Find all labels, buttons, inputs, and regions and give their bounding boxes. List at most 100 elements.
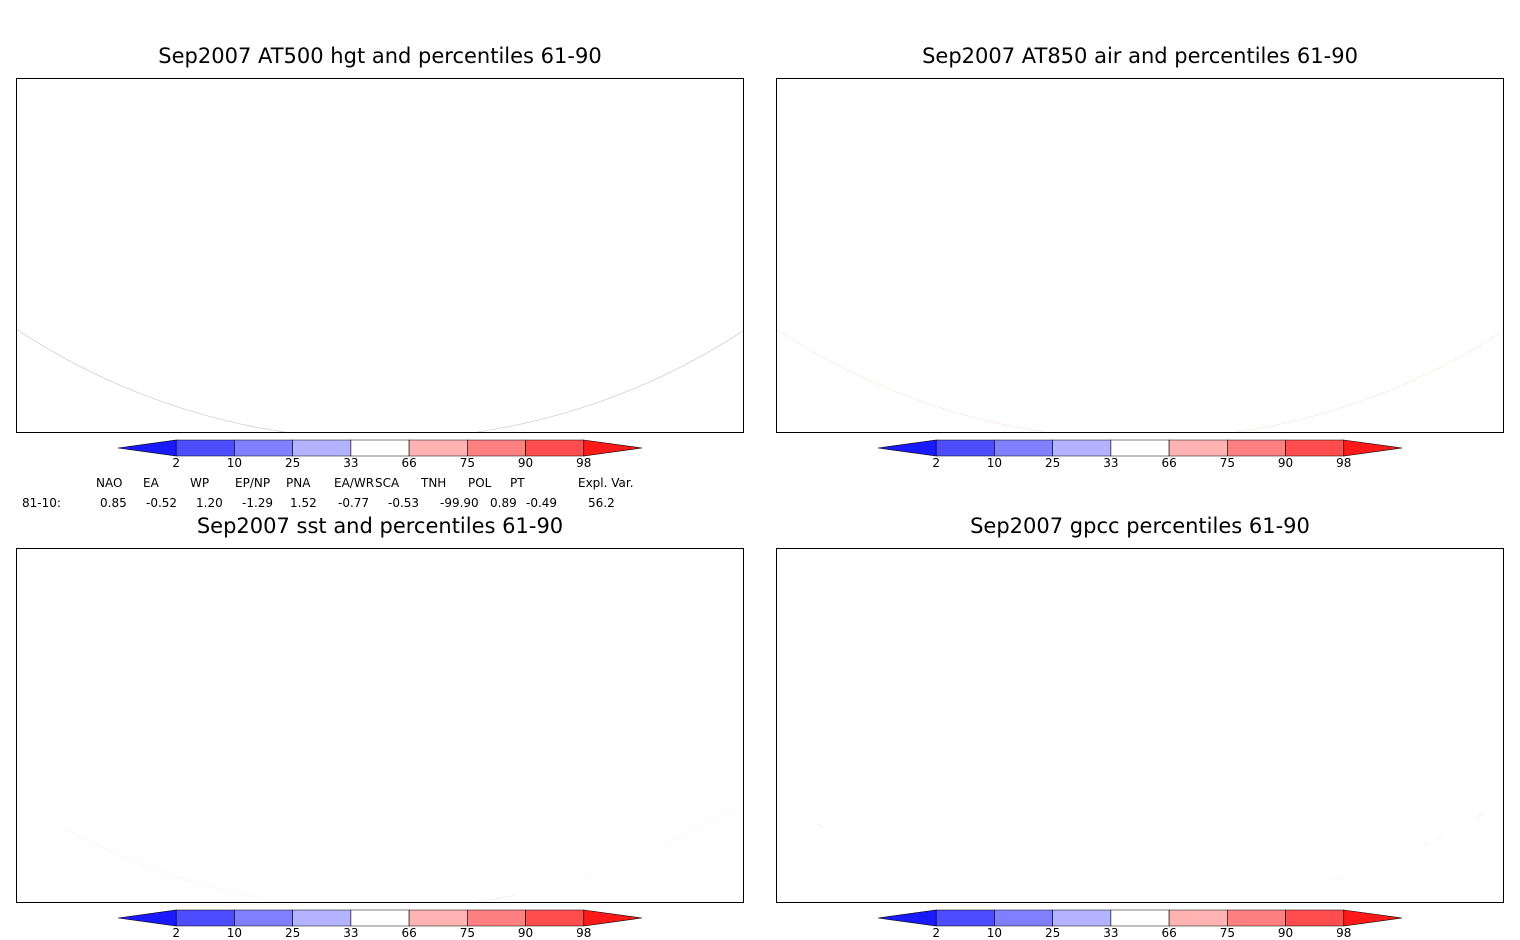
index-value: -0.77 — [338, 496, 370, 510]
colorbar-label: 98 — [1336, 456, 1352, 470]
colorbar-label: 33 — [343, 926, 359, 940]
colorbar-segment — [1110, 909, 1170, 927]
anomaly-region — [1406, 881, 1425, 897]
colorbar-segment — [234, 909, 293, 927]
colorbar-gpcc: 2 10 25 33 66 75 90 98 — [870, 908, 1410, 940]
colorbar-segment — [350, 439, 410, 457]
index-header: PT — [510, 476, 525, 490]
index-value: -99.90 — [440, 496, 479, 510]
colorbar-segment — [525, 439, 585, 457]
index-header: POL — [468, 476, 492, 490]
panel-title-hgt: Sep2007 AT500 hgt and percentiles 61-90 — [158, 44, 602, 68]
index-value: 56.2 — [588, 496, 615, 510]
map-air: -10-12-8-2024681012141618181818181818202… — [776, 78, 1504, 433]
colorbar-segment — [1227, 439, 1286, 457]
colorbar-segment — [1052, 909, 1112, 927]
colorbar-svg — [117, 909, 643, 927]
colorbar-segment — [1052, 439, 1112, 457]
colorbar-segment — [994, 909, 1053, 927]
colorbar-segment — [234, 439, 293, 457]
colorbar-label: 33 — [343, 456, 359, 470]
colorbar-segment — [408, 909, 468, 927]
index-value: -1.29 — [242, 496, 274, 510]
colorbar-label: 2 — [932, 926, 941, 940]
map-gpcc-svg — [777, 549, 1503, 902]
colorbar-label: 2 — [172, 456, 181, 470]
colorbar-segment — [935, 439, 995, 457]
map-sst-svg: 2428242828288121620044818202424241485 — [17, 549, 743, 902]
index-header: WP — [190, 476, 210, 490]
colorbar-segment — [583, 909, 643, 927]
map-gpcc — [776, 548, 1504, 903]
colorbar-segment — [1343, 909, 1403, 927]
colorbar-label: 25 — [285, 926, 301, 940]
colorbar-segment — [467, 909, 526, 927]
colorbar-label: 33 — [1103, 456, 1119, 470]
map-hgt-svg: 53605440552056005680576058405920 — [17, 79, 743, 432]
index-value: -0.52 — [146, 496, 178, 510]
index-header: PNA — [286, 476, 311, 490]
index-value: -0.53 — [388, 496, 420, 510]
panel-title-gpcc: Sep2007 gpcc percentiles 61-90 — [970, 514, 1310, 538]
map-hgt: 53605440552056005680576058405920 — [16, 78, 744, 433]
colorbar-label: 98 — [576, 456, 592, 470]
colorbar-air: 2 10 25 33 66 75 90 98 — [870, 438, 1410, 478]
map-sst: 2428242828288121620044818202424241485 — [16, 548, 744, 903]
colorbar-label: 66 — [1161, 456, 1177, 470]
coastline — [1338, 410, 1379, 425]
colorbar-label: 10 — [986, 926, 1003, 940]
colorbar-segment — [1168, 909, 1228, 927]
colorbar-segment — [175, 439, 235, 457]
index-header: EA — [143, 476, 159, 490]
panel-title-air: Sep2007 AT850 air and percentiles 61-90 — [922, 44, 1358, 68]
colorbar-segment — [877, 439, 937, 457]
colorbar-label: 66 — [401, 456, 417, 470]
colorbar-segment — [292, 909, 352, 927]
index-value: -0.49 — [526, 496, 558, 510]
colorbar-label: 98 — [576, 926, 592, 940]
colorbar-segment — [1343, 439, 1403, 457]
colorbar-segment — [117, 909, 177, 927]
colorbar-segment — [350, 909, 410, 927]
index-header: TNH — [421, 476, 447, 490]
colorbar-label: 75 — [1219, 456, 1235, 470]
colorbar-label: 90 — [517, 456, 534, 470]
colorbar-label: 10 — [986, 456, 1003, 470]
colorbar-label: 75 — [459, 456, 475, 470]
colorbar-label: 25 — [1045, 456, 1061, 470]
colorbar-label: 90 — [1277, 456, 1294, 470]
colorbar-label: 90 — [1277, 926, 1294, 940]
colorbar-segment — [467, 439, 526, 457]
index-value: 0.85 — [100, 496, 127, 510]
colorbar-label: 75 — [1219, 926, 1235, 940]
colorbar-label: 10 — [226, 456, 243, 470]
index-header: EP/NP — [235, 476, 271, 490]
index-header: SCA — [375, 476, 400, 490]
index-header: EA/WR — [334, 476, 375, 490]
colorbar-segment — [1227, 909, 1286, 927]
colorbar-segment — [1285, 909, 1345, 927]
colorbar-label: 66 — [401, 926, 417, 940]
colorbar-sst: 2 10 25 33 66 75 90 98 — [110, 908, 650, 940]
anomaly-region — [1393, 863, 1402, 872]
colorbar-label: 98 — [1336, 926, 1352, 940]
colorbar-svg — [117, 439, 643, 457]
indices-row-label: 81-10: — [22, 496, 61, 510]
colorbar-label: 2 — [932, 456, 941, 470]
colorbar-segment — [877, 909, 937, 927]
map-air-svg: -10-12-8-2024681012141618181818181818202… — [777, 79, 1503, 432]
colorbar-label: 25 — [1045, 926, 1061, 940]
teleconnection-indices: 81-10: NAO EA WP EP/NP PNA EA/WR SCA TNH POL PT Ex… — [0, 474, 760, 514]
index-header: NAO — [96, 476, 123, 490]
colorbar-label: 66 — [1161, 926, 1177, 940]
colorbar-segment — [935, 909, 995, 927]
colorbar-label: 33 — [1103, 926, 1119, 940]
colorbar-segment — [525, 909, 585, 927]
colorbar-segment — [1168, 439, 1228, 457]
colorbar-segment — [117, 439, 177, 457]
colorbar-svg — [877, 439, 1403, 457]
colorbar-segment — [583, 439, 643, 457]
anomaly-region — [1428, 862, 1451, 882]
coastline — [701, 843, 719, 873]
coastline — [1454, 882, 1474, 902]
